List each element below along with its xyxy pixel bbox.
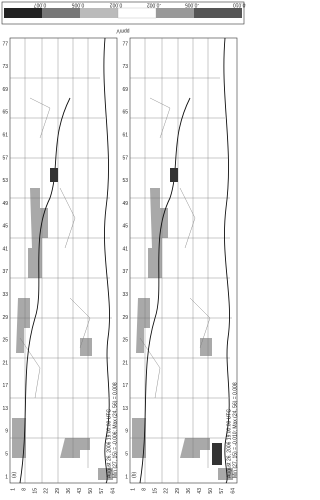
y-tick-label: 77 — [2, 41, 8, 47]
x-tick-label: 1 — [10, 488, 16, 491]
y-tick-label: 9 — [125, 429, 128, 435]
colorbar-swatch — [80, 8, 118, 18]
y-tick-label: 53 — [122, 178, 128, 184]
x-tick-label: 64 — [230, 488, 236, 494]
y-tick-label: 45 — [2, 224, 8, 230]
colorbar-swatch — [156, 8, 194, 18]
y-tick-label: 17 — [2, 383, 8, 389]
y-tick-label: 45 — [122, 224, 128, 230]
x-tick-label: 22 — [164, 488, 170, 494]
y-tick-label: 13 — [122, 406, 128, 412]
dark-cell — [170, 168, 178, 182]
y-tick-label: 57 — [2, 155, 8, 161]
x-tick-label: 1 — [130, 488, 136, 491]
x-tick-label: 36 — [186, 488, 192, 494]
colorbar-label: -0.005 — [185, 2, 199, 8]
colorbar-label: 0.007 — [34, 2, 47, 8]
y-tick-label: 1 — [5, 474, 8, 480]
y-tick-label: 25 — [2, 338, 8, 344]
colorbar-swatch — [117, 7, 157, 19]
y-tick-label: 53 — [2, 178, 8, 184]
y-tick-label: 21 — [2, 360, 8, 366]
colorbar-label: -0.010 — [233, 2, 246, 8]
y-tick-label: 25 — [122, 338, 128, 344]
y-tick-label: 29 — [2, 315, 8, 321]
map-panel: 77 73 69 65 61 57 53 49 45 41 37 33 29 25 21 17 13 9 5 1 1 8 1… — [122, 37, 238, 494]
y-tick-label: 13 — [2, 406, 8, 412]
map-panel: 77 73 69 65 61 57 53 49 45 41 37 33 29 25 21 17 13 9 5 1 1 8 1… — [2, 37, 118, 494]
colorbar-swatch — [4, 8, 42, 18]
panel-label: (b) — [131, 472, 137, 478]
colorbar-unit: ppmV — [116, 28, 130, 34]
dark-cell — [50, 168, 58, 182]
panel-stats: Min (27, 15) = -0.006; Max (24, 56) = 0.… — [112, 382, 118, 478]
y-tick-label: 21 — [122, 360, 128, 366]
y-tick-label: 65 — [122, 110, 128, 116]
x-tick-label: 29 — [175, 488, 181, 494]
y-tick-label: 61 — [122, 132, 128, 138]
y-tick-label: 37 — [2, 269, 8, 275]
map — [129, 37, 238, 484]
x-tick-label: 8 — [141, 488, 147, 491]
colorbar-swatch — [194, 8, 242, 18]
y-tick-label: 37 — [122, 269, 128, 275]
y-tick-label: 69 — [2, 87, 8, 93]
x-tick-label: 43 — [77, 488, 83, 494]
y-tick-label: 73 — [2, 64, 8, 70]
x-tick-label: 8 — [21, 488, 27, 491]
x-tick-label: 57 — [99, 488, 105, 494]
colorbar-label: 0.005 — [72, 2, 85, 8]
x-tick-label: 15 — [153, 488, 159, 494]
y-tick-label: 5 — [125, 452, 128, 458]
y-tick-label: 5 — [5, 452, 8, 458]
y-tick-label: 17 — [122, 383, 128, 389]
y-tick-label: 77 — [122, 41, 128, 47]
y-tick-label: 61 — [2, 132, 8, 138]
y-tick-label: 33 — [2, 292, 8, 298]
y-tick-label: 49 — [122, 201, 128, 207]
y-tick-label: 29 — [122, 315, 128, 321]
y-tick-label: 1 — [125, 474, 128, 480]
panel-label: (a) — [11, 472, 17, 478]
x-tick-label: 43 — [197, 488, 203, 494]
y-tick-label: 73 — [122, 64, 128, 70]
colorbar-label: -0.002 — [147, 2, 161, 8]
panel-date: August 26, 2006 19:00:00 UTC — [226, 409, 232, 478]
x-tick-label: 50 — [208, 488, 214, 494]
y-tick-label: 33 — [122, 292, 128, 298]
colorbar: ppmV — [1, 1, 245, 34]
y-tick-label: 57 — [122, 155, 128, 161]
y-tick-label: 49 — [2, 201, 8, 207]
x-tick-label: 15 — [33, 488, 39, 494]
x-tick-label: 50 — [88, 488, 94, 494]
panel-stats: Min (27, 15) = -0.010; Max (24, 56) = 0.… — [232, 382, 238, 478]
map — [9, 37, 118, 484]
y-tick-label: 41 — [2, 246, 8, 252]
dark-cell — [212, 443, 222, 465]
figure: ppmV 0.007 0.005 0.002 -0.002 -0.005 -0.010 7… — [1, 1, 246, 494]
colorbar-swatch — [42, 8, 80, 18]
y-tick-label: 69 — [122, 87, 128, 93]
y-tick-label: 41 — [122, 246, 128, 252]
colorbar-label: 0.002 — [110, 2, 123, 8]
y-tick-label: 9 — [5, 429, 8, 435]
panel-date: August 26, 2006 19:00:00 UTC — [106, 409, 112, 478]
x-tick-label: 29 — [55, 488, 61, 494]
x-tick-label: 36 — [66, 488, 72, 494]
x-tick-label: 64 — [110, 488, 116, 494]
x-tick-label: 22 — [44, 488, 50, 494]
x-tick-label: 57 — [219, 488, 225, 494]
y-tick-label: 65 — [2, 110, 8, 116]
